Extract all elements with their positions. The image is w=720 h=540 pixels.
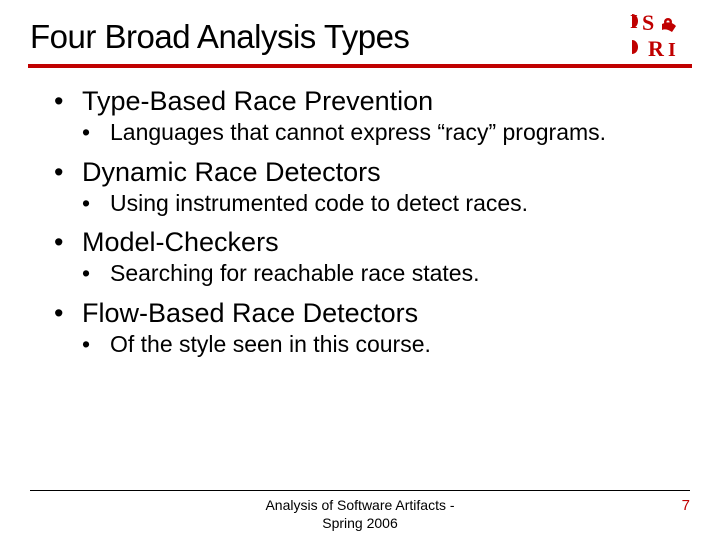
- footer-text: Analysis of Software Artifacts - Spring …: [70, 497, 650, 532]
- svg-text:S: S: [642, 12, 654, 35]
- svg-text:I: I: [630, 12, 638, 33]
- bullet-l1: Dynamic Race Detectors: [54, 157, 684, 188]
- bullet-l2: Of the style seen in this course.: [82, 331, 684, 359]
- page-number: 7: [650, 497, 690, 514]
- slide-body: Type-Based Race Prevention Languages tha…: [30, 68, 690, 358]
- bullet-l1: Flow-Based Race Detectors: [54, 298, 684, 329]
- bullet-l2: Using instrumented code to detect races.: [82, 190, 684, 218]
- bullet-l1: Model-Checkers: [54, 227, 684, 258]
- bullet-l2: Searching for reachable race states.: [82, 260, 684, 288]
- svg-text:I: I: [668, 39, 676, 60]
- slide-title: Four Broad Analysis Types: [30, 18, 690, 56]
- footer-row: Analysis of Software Artifacts - Spring …: [30, 497, 690, 532]
- svg-text:R: R: [648, 36, 665, 60]
- slide-header: Four Broad Analysis Types I S R I: [30, 18, 690, 62]
- footer-rule: [30, 490, 690, 491]
- bullet-l2: Languages that cannot express “racy” pro…: [82, 119, 684, 147]
- slide-footer: Analysis of Software Artifacts - Spring …: [0, 490, 720, 532]
- slide: Four Broad Analysis Types I S R I Type-B…: [0, 0, 720, 540]
- footer-line2: Spring 2006: [322, 515, 398, 531]
- isri-logo-icon: I S R I: [626, 12, 682, 60]
- bullet-l1: Type-Based Race Prevention: [54, 86, 684, 117]
- footer-line1: Analysis of Software Artifacts -: [265, 497, 454, 513]
